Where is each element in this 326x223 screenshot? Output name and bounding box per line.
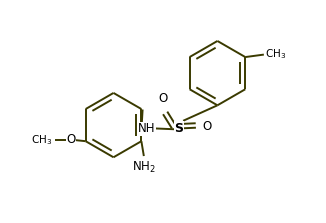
Text: CH$_3$: CH$_3$ xyxy=(265,48,286,62)
Text: O: O xyxy=(66,133,75,147)
Text: O: O xyxy=(202,120,212,133)
Text: NH$_2$: NH$_2$ xyxy=(132,160,156,175)
Text: S: S xyxy=(175,122,184,135)
Text: O: O xyxy=(158,92,168,105)
Text: CH$_3$: CH$_3$ xyxy=(31,133,52,147)
Text: NH: NH xyxy=(138,122,156,135)
